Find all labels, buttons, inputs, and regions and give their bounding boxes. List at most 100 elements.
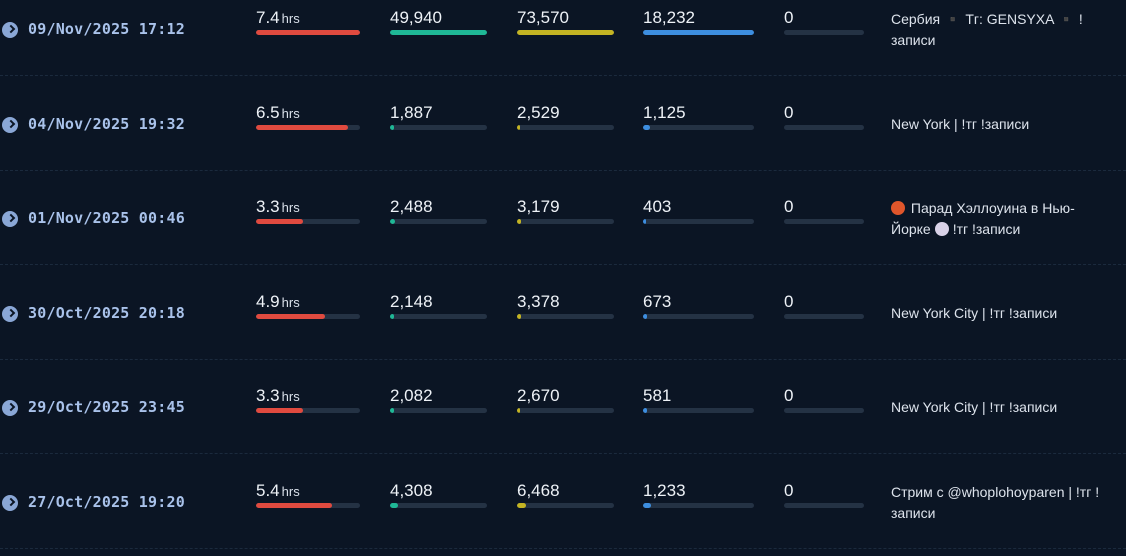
stream-title-line: New York | !тг !записи: [891, 115, 1030, 132]
metric-4-cell: 18,232: [643, 8, 754, 35]
metric-5-value: 0: [784, 102, 794, 122]
duration-unit: hrs: [281, 483, 300, 499]
metric-5-cell: 0: [784, 292, 864, 319]
metric-5-cell: 0: [784, 197, 864, 224]
table-row[interactable]: 30/Oct/2025 20:18 4.9 hrs 2,148 3,378 673 0 New…: [0, 266, 1126, 360]
duration-value: 5.4: [256, 480, 280, 500]
metric-5-value: 0: [784, 480, 794, 500]
metric-4-cell: 1,125: [643, 102, 754, 130]
duration-unit: hrs: [281, 200, 300, 215]
duration-bar-fill: [256, 30, 360, 35]
metric-3-cell: 3,378: [517, 291, 614, 319]
metric-2-value: 2,082: [390, 386, 433, 405]
expand-row-icon[interactable]: [2, 305, 18, 322]
metric-4-bar: [643, 313, 754, 319]
duration-value: 3.3: [256, 197, 280, 216]
metric-4-bar: [643, 124, 754, 130]
duration-unit: hrs: [281, 105, 300, 121]
stream-title-line: Стрим с @whoplohoyparen | !тг !: [891, 483, 1100, 500]
expand-row-icon[interactable]: [2, 400, 18, 416]
stream-title-line: Йорке: [891, 221, 931, 237]
metric-4-cell: 403: [643, 197, 754, 224]
metric-2-cell: 2,488: [390, 197, 487, 224]
stream-title: New York | !тг !записи: [891, 114, 1119, 135]
metric-3-cell: 2,529: [517, 102, 614, 130]
metric-3-value: 3,378: [517, 291, 560, 311]
metric-5-value: 0: [784, 197, 794, 216]
metric-3-bar-fill: [517, 219, 522, 224]
row-date: 27/Oct/2025 19:20: [28, 492, 185, 511]
metric-5-bar: [784, 219, 864, 224]
metric-2-cell: 49,940: [390, 8, 487, 35]
table-row[interactable]: 04/Nov/2025 19:32 6.5 hrs 1,887 2,529 1,125 0 N…: [0, 77, 1126, 171]
expand-row-icon[interactable]: [2, 22, 18, 38]
duration-unit: hrs: [281, 294, 300, 310]
metric-4-bar-fill: [643, 30, 754, 35]
duration-bar-fill: [256, 408, 303, 413]
metric-2-bar: [390, 124, 487, 130]
metric-5-value: 0: [784, 386, 794, 405]
duration-value: 6.5: [256, 102, 280, 122]
stream-title-line: записи: [891, 504, 936, 521]
metric-2-value: 4,308: [390, 480, 433, 500]
metric-4-value: 1,233: [643, 480, 686, 500]
metric-4-bar: [643, 408, 754, 413]
metric-3-bar: [517, 124, 614, 130]
stream-title: New York City | !тг !записи: [891, 397, 1119, 418]
metric-4-value: 1,125: [643, 102, 686, 122]
stream-title: Парад Хэллоуина в Нью- Йорке !тг !записи: [891, 198, 1119, 240]
metric-5-bar: [784, 30, 864, 35]
duration-bar: [256, 408, 360, 413]
metric-5-cell: 0: [784, 8, 864, 35]
metric-4-bar: [643, 502, 754, 508]
ghost-icon: [934, 222, 949, 236]
metric-2-value: 2,148: [390, 291, 433, 311]
metric-2-bar: [390, 313, 487, 319]
metric-4-cell: 1,233: [643, 480, 754, 508]
stream-title: Сербия ▪️ Тг: GENSYXA ▪️ ! записи: [891, 9, 1119, 51]
metric-4-bar-fill: [643, 408, 647, 413]
duration-bar: [256, 502, 360, 508]
metric-2-value: 1,887: [390, 102, 433, 122]
metric-2-cell: 2,082: [390, 386, 487, 413]
metric-4-bar: [643, 30, 754, 35]
metric-4-bar-fill: [643, 219, 646, 224]
duration-bar: [256, 219, 360, 224]
expand-row-icon[interactable]: [2, 116, 18, 133]
metric-3-value: 3,179: [517, 197, 560, 216]
metric-4-bar-fill: [643, 502, 651, 508]
metric-4-cell: 581: [643, 386, 754, 413]
metric-3-value: 2,529: [517, 102, 560, 122]
table-row[interactable]: 27/Oct/2025 19:20 5.4 hrs 4,308 6,468 1,233 0 С…: [0, 455, 1126, 549]
expand-row-icon[interactable]: [2, 211, 18, 227]
metric-3-bar: [517, 408, 614, 413]
duration-bar-fill: [256, 313, 325, 319]
metric-3-bar: [517, 219, 614, 224]
stream-title: Стрим с @whoplohoyparen | !тг ! записи: [891, 482, 1119, 524]
duration-value: 3.3: [256, 386, 280, 405]
duration-cell: 7.4 hrs: [256, 8, 360, 35]
metric-2-bar-fill: [390, 502, 399, 508]
row-date: 01/Nov/2025 00:46: [28, 209, 185, 227]
metric-2-bar: [390, 30, 487, 35]
stream-title-line: New York City | !тг !записи: [891, 399, 1058, 415]
metric-4-value: 673: [643, 291, 672, 311]
metric-3-bar: [517, 502, 614, 508]
metric-2-value: 2,488: [390, 197, 433, 216]
metric-4-value: 18,232: [643, 8, 695, 27]
duration-cell: 5.4 hrs: [256, 480, 360, 508]
table-row[interactable]: 09/Nov/2025 17:12 7.4 hrs 49,940 73,570 18,23…: [0, 0, 1126, 76]
metric-3-bar-fill: [517, 502, 526, 508]
pumpkin-icon: [891, 201, 905, 215]
metric-5-bar: [784, 313, 864, 319]
table-row[interactable]: 29/Oct/2025 23:45 3.3 hrs 2,082 2,670 581 0 New…: [0, 360, 1126, 454]
metric-5-cell: 0: [784, 386, 864, 413]
metric-3-bar-fill: [517, 30, 614, 35]
metric-3-value: 6,468: [517, 480, 560, 500]
metric-2-bar-fill: [390, 313, 395, 319]
expand-row-icon[interactable]: [2, 494, 18, 511]
duration-bar-fill: [256, 502, 332, 508]
metric-3-bar-fill: [517, 124, 521, 130]
table-row[interactable]: 01/Nov/2025 00:46 3.3 hrs 2,488 3,179 403 0 Па…: [0, 171, 1126, 265]
